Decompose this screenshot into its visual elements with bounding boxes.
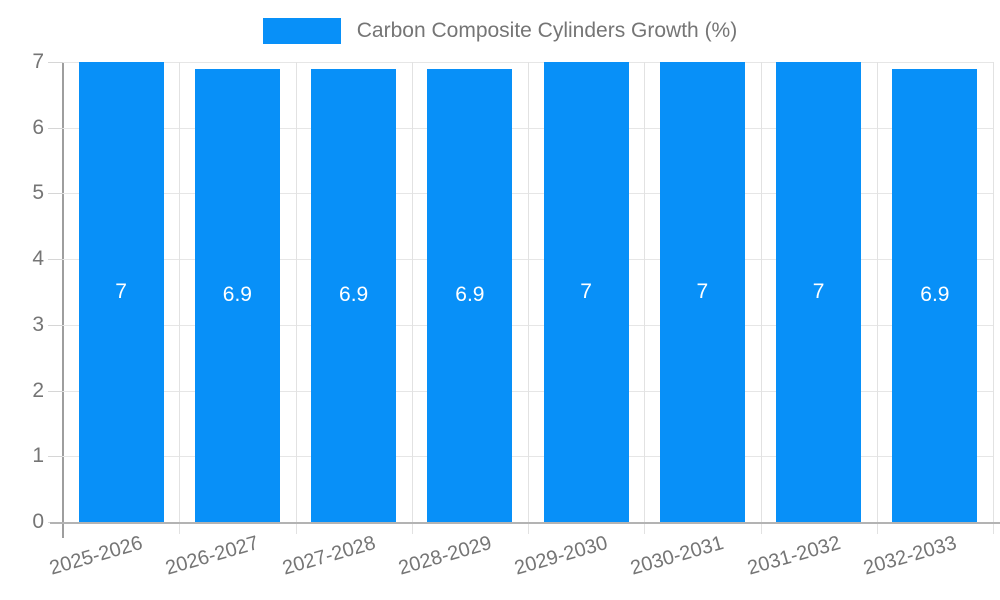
v-gridline	[295, 62, 297, 534]
v-gridline	[760, 62, 762, 534]
bar-2026-2027[interactable]: 6.9	[194, 68, 280, 522]
bar-value-label: 6.9	[920, 283, 950, 307]
y-tick-label: 4	[32, 247, 44, 271]
legend-series-label[interactable]: Carbon Composite Cylinders Growth (%)	[356, 19, 738, 42]
bar-2025-2026[interactable]: 7	[78, 62, 164, 522]
v-gridline	[179, 62, 181, 534]
y-tick-label: 1	[32, 444, 44, 468]
y-tick	[48, 127, 63, 129]
y-tick	[48, 390, 63, 392]
v-gridline	[993, 62, 994, 534]
bar-value-label: 7	[812, 280, 825, 303]
y-tick	[48, 193, 63, 195]
y-tick	[48, 456, 63, 458]
bar-2029-2030[interactable]: 7	[543, 62, 629, 522]
bar-value-label: 7	[115, 280, 127, 303]
y-tick-label: 5	[32, 181, 44, 205]
bar-value-label: 6.9	[455, 283, 485, 307]
x-axis-baseline	[50, 522, 1000, 524]
bar-2031-2032[interactable]: 7	[776, 62, 862, 522]
y-tick-label: 2	[32, 378, 44, 402]
legend-swatch[interactable]	[262, 18, 341, 44]
y-tick	[48, 324, 63, 326]
y-tick	[48, 259, 63, 261]
bar-value-label: 6.9	[222, 283, 252, 307]
bar-2027-2028[interactable]: 6.9	[311, 68, 397, 522]
legend[interactable]: Carbon Composite Cylinders Growth (%)	[0, 18, 1000, 44]
bar-2030-2031[interactable]: 7	[659, 62, 745, 522]
bar-value-label: 7	[696, 280, 709, 303]
y-axis-line	[62, 62, 64, 538]
y-tick	[48, 62, 63, 63]
y-tick-label: 7	[32, 50, 44, 73]
y-tick-label: 3	[32, 312, 44, 336]
bar-2028-2029[interactable]: 6.9	[427, 68, 513, 522]
bar-2032-2033[interactable]: 6.9	[892, 68, 978, 522]
bar-value-label: 6.9	[339, 283, 369, 307]
v-gridline	[411, 62, 413, 534]
v-gridline	[876, 62, 878, 534]
y-tick-label: 6	[32, 115, 44, 139]
y-tick-label: 0	[32, 510, 44, 533]
v-gridline	[528, 62, 529, 534]
bar-value-label: 7	[580, 280, 592, 303]
v-gridline	[644, 62, 646, 534]
